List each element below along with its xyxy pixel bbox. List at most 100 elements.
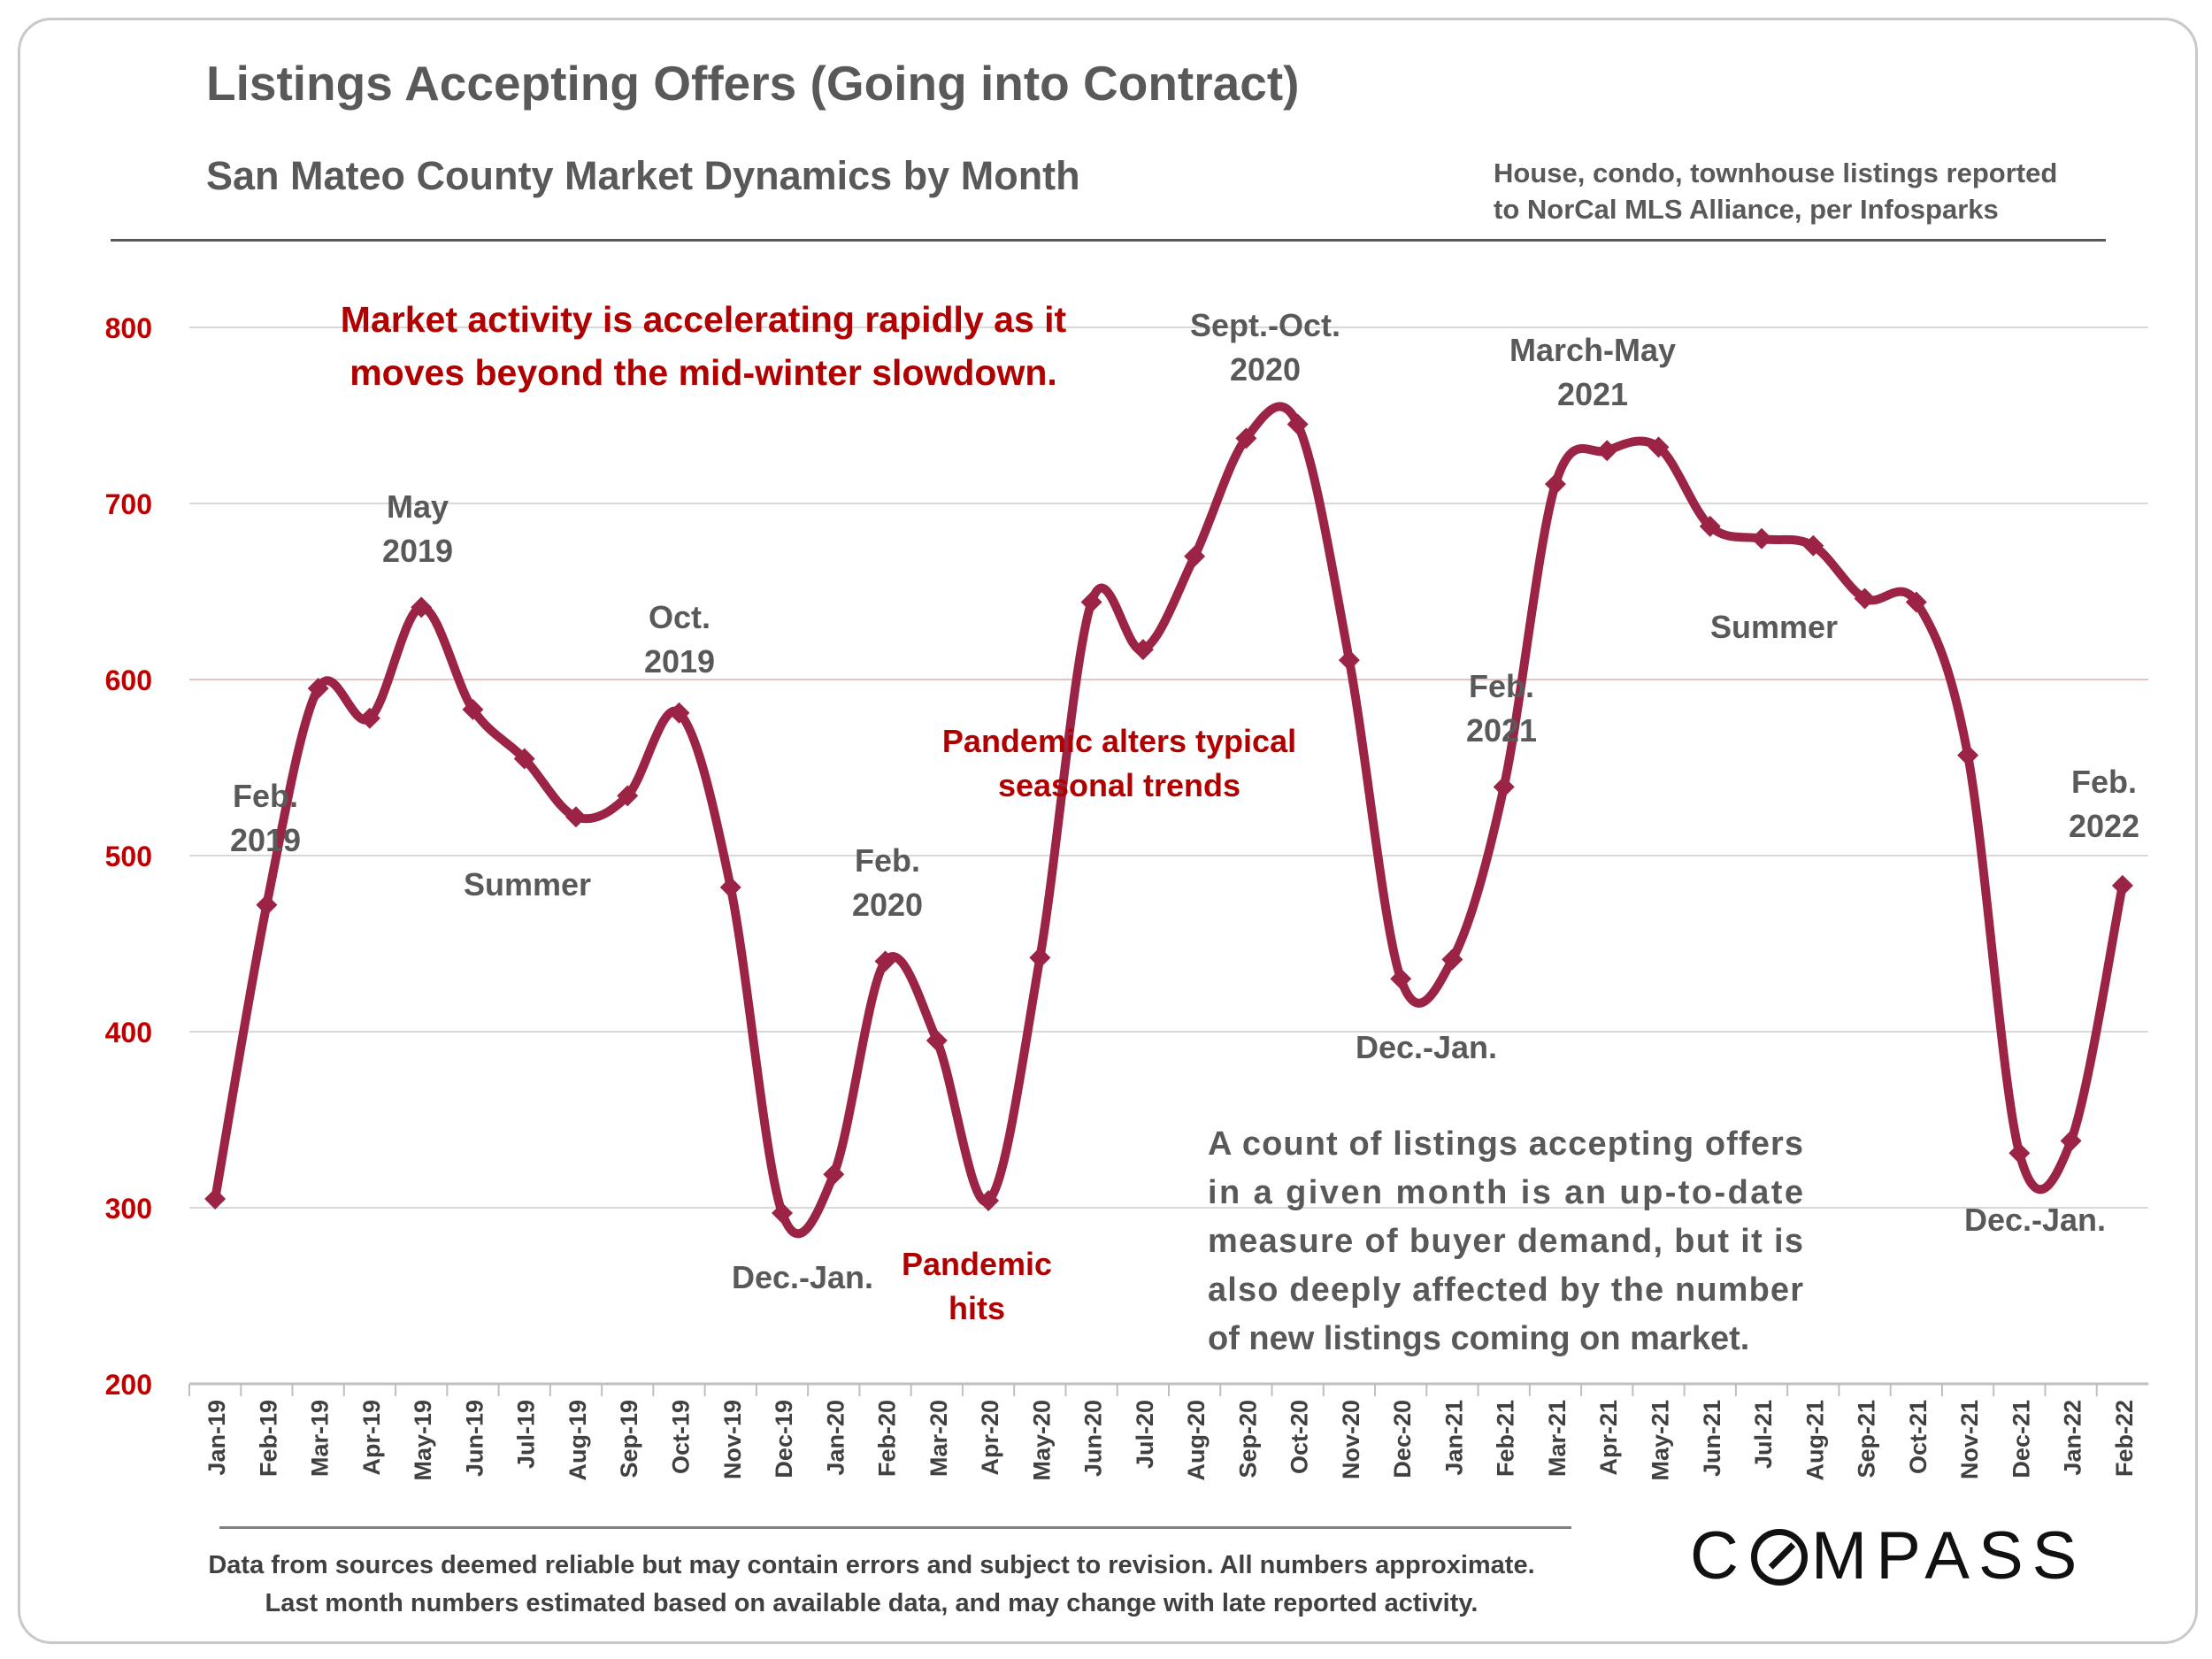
annotation-text: Sept.-Oct. [1190, 307, 1340, 343]
data-point [926, 1029, 948, 1051]
x-tick-label: Dec-20 [1389, 1400, 1416, 1479]
annotation-text: March-May [1509, 332, 1676, 368]
source-line-2: to NorCal MLS Alliance, per Infosparks [1494, 194, 1999, 225]
annotation-text: Feb. [1469, 668, 1534, 704]
annotation-text: 2019 [382, 533, 453, 569]
data-point [1184, 545, 1206, 567]
x-tick-label: Oct-20 [1286, 1400, 1313, 1474]
data-point [1596, 440, 1618, 462]
annotation-text: Dec.-Jan. [1964, 1202, 2106, 1238]
data-point [1854, 588, 1876, 610]
annotation-text: Feb. [855, 842, 920, 879]
data-point [1029, 947, 1051, 969]
logo-text-right: MPASS [1810, 1518, 2086, 1594]
annotation-text: also deeply affected by the number [1208, 1271, 1803, 1309]
source-line-1: House, condo, townhouse listings reporte… [1494, 157, 2058, 188]
data-point [411, 596, 433, 618]
x-tick-label: Jan-22 [2060, 1400, 2086, 1476]
x-tick-label: Feb-19 [255, 1400, 281, 1477]
data-point [307, 677, 329, 699]
annotation-text: 2019 [230, 822, 301, 858]
data-point [1957, 744, 1979, 766]
x-tick-label: Jan-20 [822, 1400, 849, 1476]
x-tick-label: Sep-19 [616, 1400, 642, 1479]
data-point [823, 1164, 845, 1186]
annotation-text: Pandemic [902, 1246, 1052, 1282]
data-point [1441, 949, 1463, 971]
x-tick-label: Feb-20 [874, 1400, 901, 1477]
x-tick-label: Mar-19 [307, 1400, 334, 1477]
x-tick-label: Mar-20 [926, 1400, 952, 1477]
compass-logo: C MPASS [1690, 1517, 2085, 1594]
x-tick-label: May-20 [1028, 1400, 1055, 1481]
x-tick-label: Nov-19 [719, 1400, 746, 1479]
annotation-text: hits [949, 1290, 1005, 1326]
annotation-text: 2020 [852, 887, 923, 923]
annotation-text: May [387, 488, 449, 525]
data-point [1235, 427, 1257, 449]
data-point [772, 1202, 794, 1224]
data-point [256, 894, 278, 916]
data-point [2060, 1130, 2082, 1152]
logo-o-mark [1750, 1529, 1808, 1586]
x-tick-label: Mar-21 [1544, 1400, 1571, 1477]
annotation-text: 2021 [1466, 712, 1537, 749]
y-tick-label: 200 [105, 1369, 152, 1401]
x-tick-label: Sep-21 [1854, 1400, 1880, 1479]
data-point [1905, 591, 1927, 613]
x-tick-label: Nov-21 [1956, 1400, 1983, 1479]
x-tick-label: Apr-19 [358, 1400, 385, 1476]
data-point [358, 707, 380, 729]
data-point [1493, 776, 1515, 798]
annotation-text: measure of buyer demand, but it is [1208, 1223, 1803, 1260]
data-point [1802, 534, 1824, 557]
chart-title: Listings Accepting Offers (Going into Co… [206, 56, 1300, 111]
x-tick-label: Dec-21 [2008, 1400, 2034, 1479]
x-tick-label: Oct-21 [1905, 1400, 1932, 1474]
footer-line-1: Data from sources deemed reliable but ma… [208, 1551, 1535, 1579]
annotation-text: 2022 [2069, 808, 2139, 844]
data-point [1647, 436, 1670, 458]
x-tick-label: Dec-19 [771, 1400, 797, 1479]
data-point [1751, 527, 1773, 549]
y-tick-label: 400 [105, 1017, 152, 1048]
data-point [1338, 649, 1360, 672]
x-tick-label: Nov-20 [1338, 1400, 1364, 1479]
annotation-text: Market activity is accelerating rapidly … [341, 299, 1067, 340]
annotation-text: 2021 [1557, 376, 1628, 412]
data-point [719, 876, 741, 898]
y-tick-label: 700 [105, 488, 152, 520]
annotation-text: Summer [1710, 609, 1838, 645]
data-point [1544, 473, 1566, 495]
annotation-text: moves beyond the mid-winter slowdown. [349, 352, 1057, 393]
data-point [668, 702, 690, 724]
x-tick-label: Sep-20 [1234, 1400, 1261, 1479]
x-tick-label: Oct-19 [668, 1400, 695, 1474]
annotation-text: A count of listings accepting offers [1208, 1125, 1803, 1163]
y-tick-label: 500 [105, 841, 152, 872]
footer-disclaimer: Data from sources deemed reliable but ma… [142, 1547, 1601, 1623]
data-point [2111, 874, 2133, 896]
annotation-text: Dec.-Jan. [1356, 1029, 1497, 1065]
x-tick-label: Feb-21 [1493, 1400, 1519, 1477]
annotation-text: in a given month is an up-to-date [1208, 1174, 1803, 1211]
data-point [1286, 413, 1309, 435]
x-tick-label: Jul-19 [513, 1400, 540, 1469]
data-point [204, 1188, 227, 1210]
data-point [1699, 515, 1721, 537]
chart-subtitle: San Mateo County Market Dynamics by Mont… [206, 153, 1080, 198]
chart-frame [18, 18, 2198, 1644]
annotation-text: Summer [464, 866, 591, 902]
footer-line-2: Last month numbers estimated based on av… [265, 1589, 1479, 1617]
x-tick-label: Jun-19 [461, 1400, 488, 1477]
x-tick-label: May-21 [1647, 1400, 1674, 1481]
series-line [211, 402, 2127, 1239]
annotation-text: 2019 [644, 643, 715, 680]
footer-divider [219, 1526, 1571, 1529]
y-tick-label: 300 [105, 1193, 152, 1225]
x-tick-label: Feb-22 [2111, 1400, 2138, 1477]
x-tick-label: Apr-20 [977, 1400, 1003, 1476]
x-tick-label: Jun-21 [1699, 1400, 1725, 1477]
annotation-text: 2020 [1230, 351, 1301, 388]
source-note: House, condo, townhouse listings reporte… [1494, 155, 2057, 227]
